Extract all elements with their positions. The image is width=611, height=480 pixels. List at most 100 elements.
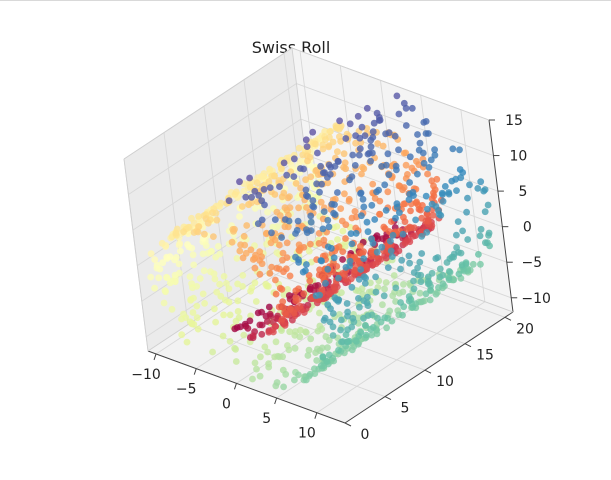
data-point — [475, 251, 482, 258]
data-point — [177, 247, 184, 255]
data-point — [213, 288, 221, 296]
data-point — [254, 220, 262, 228]
data-point — [313, 180, 320, 188]
data-point — [295, 258, 302, 266]
data-point — [286, 272, 294, 280]
data-point — [162, 288, 169, 296]
data-point — [477, 178, 485, 186]
data-point — [194, 228, 202, 236]
data-point — [351, 266, 359, 274]
data-point — [247, 246, 255, 254]
data-point — [248, 199, 255, 207]
data-point — [380, 292, 388, 300]
data-point — [338, 338, 345, 346]
data-point — [194, 325, 202, 333]
data-point — [331, 287, 339, 294]
data-point — [280, 383, 287, 391]
data-point — [357, 266, 365, 273]
data-point — [276, 183, 283, 191]
data-point — [367, 143, 375, 151]
data-point — [381, 285, 388, 293]
data-point — [357, 190, 364, 198]
data-point — [338, 316, 345, 324]
data-point — [464, 236, 472, 243]
data-point — [387, 237, 394, 245]
data-point — [303, 143, 311, 151]
data-point — [272, 382, 280, 390]
data-point — [360, 314, 367, 322]
data-point — [291, 344, 299, 352]
data-point — [405, 293, 413, 300]
grid-line-x — [460, 109, 486, 302]
data-point — [265, 363, 273, 371]
data-point — [395, 146, 402, 154]
data-point — [299, 268, 307, 276]
data-point — [336, 117, 343, 125]
data-point — [466, 181, 473, 189]
data-point — [387, 247, 395, 255]
data-point — [271, 323, 279, 330]
data-point — [358, 212, 365, 220]
data-point — [226, 338, 234, 345]
data-point — [355, 151, 363, 159]
data-point — [237, 323, 244, 331]
data-point — [352, 229, 360, 237]
data-point — [166, 253, 174, 260]
data-point — [381, 225, 389, 233]
data-point — [334, 148, 341, 156]
data-point — [303, 192, 310, 200]
data-point — [337, 326, 344, 334]
data-point — [271, 172, 278, 180]
data-point — [455, 270, 463, 278]
data-point — [371, 216, 379, 223]
data-point — [430, 189, 437, 197]
data-point — [351, 208, 359, 215]
data-point — [367, 157, 374, 165]
data-point — [348, 240, 356, 248]
data-point — [318, 257, 325, 265]
data-point — [272, 290, 280, 298]
data-point — [392, 214, 399, 222]
data-point — [334, 189, 341, 196]
data-point — [402, 149, 410, 157]
data-point — [307, 218, 315, 226]
data-point — [384, 150, 392, 158]
data-point — [367, 136, 375, 144]
data-point — [280, 159, 288, 167]
data-point — [410, 285, 418, 293]
data-point — [428, 195, 436, 203]
data-point — [334, 157, 342, 165]
data-point — [246, 317, 254, 325]
data-point — [319, 145, 327, 153]
data-point — [147, 273, 155, 281]
data-point — [171, 271, 179, 279]
data-point — [303, 229, 311, 237]
data-point — [327, 164, 335, 171]
data-point — [217, 292, 225, 300]
data-point — [240, 331, 248, 339]
data-point — [189, 251, 197, 259]
data-point — [283, 171, 291, 179]
data-point — [360, 273, 368, 281]
data-point — [375, 117, 383, 124]
grid-line-y — [283, 53, 309, 246]
data-point — [453, 231, 460, 239]
data-point — [302, 329, 310, 336]
data-point — [409, 304, 417, 311]
data-point — [312, 140, 319, 148]
data-point — [261, 201, 268, 209]
y-tick-label: 15 — [476, 348, 494, 364]
data-point — [212, 253, 220, 261]
data-point — [303, 261, 310, 268]
data-point — [247, 287, 255, 295]
data-point — [175, 260, 183, 268]
data-point — [260, 186, 268, 193]
data-point — [369, 324, 377, 331]
y-axis-line — [344, 311, 514, 424]
data-point — [358, 170, 365, 178]
data-point — [242, 193, 250, 201]
data-point — [395, 110, 403, 118]
x-tick — [314, 412, 318, 419]
data-point — [337, 137, 344, 145]
